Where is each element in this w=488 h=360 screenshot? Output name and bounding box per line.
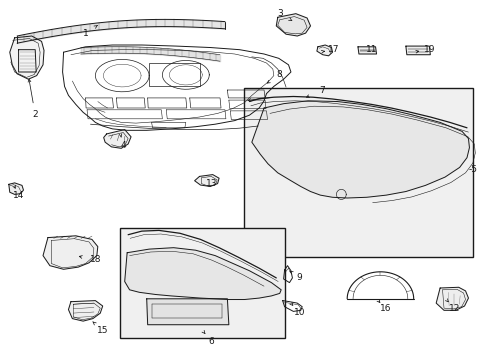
Text: 8: 8 <box>276 71 282 79</box>
Polygon shape <box>103 130 131 148</box>
Text: 10: 10 <box>293 308 305 317</box>
Text: 13: 13 <box>205 179 217 188</box>
Polygon shape <box>43 236 98 269</box>
Polygon shape <box>357 47 376 54</box>
Bar <box>243 88 472 257</box>
Text: 19: 19 <box>423 45 434 54</box>
Polygon shape <box>276 14 310 36</box>
Text: -5: -5 <box>468 165 477 174</box>
Polygon shape <box>68 301 102 321</box>
Text: 14: 14 <box>13 191 24 199</box>
Bar <box>120 228 285 338</box>
Text: 7: 7 <box>318 86 324 95</box>
Polygon shape <box>435 287 468 310</box>
Text: 4: 4 <box>120 141 126 150</box>
Polygon shape <box>124 248 281 300</box>
Polygon shape <box>146 299 228 325</box>
Text: 18: 18 <box>89 256 101 264</box>
Polygon shape <box>194 175 219 186</box>
Text: 16: 16 <box>379 305 390 313</box>
Polygon shape <box>316 45 332 56</box>
Polygon shape <box>251 101 468 198</box>
Text: 17: 17 <box>327 45 339 54</box>
Polygon shape <box>9 183 23 194</box>
Text: 2: 2 <box>32 110 38 119</box>
Text: 11: 11 <box>365 45 377 54</box>
Text: 1: 1 <box>82 29 88 37</box>
Text: 6: 6 <box>208 337 214 346</box>
Bar <box>149 63 200 86</box>
Polygon shape <box>405 46 429 55</box>
Polygon shape <box>10 36 44 79</box>
Text: 9: 9 <box>296 274 302 282</box>
Text: 3: 3 <box>276 9 282 18</box>
Text: 12: 12 <box>448 305 460 313</box>
Text: 15: 15 <box>97 326 108 335</box>
